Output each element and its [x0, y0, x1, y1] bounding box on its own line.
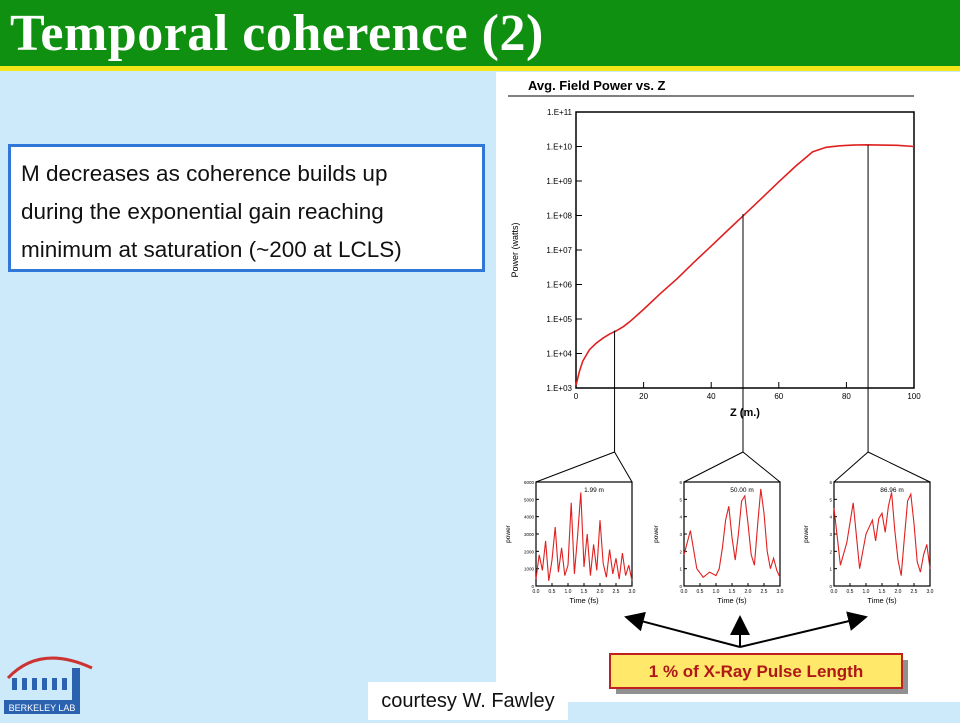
inset-2-x-tick-label: 1.0 — [713, 589, 720, 595]
inset-3-y-axis-label: power — [803, 524, 810, 543]
inset-1-y-tick-label: 3000 — [524, 532, 535, 537]
inset-3-connector-right — [867, 451, 931, 483]
main-y-tick-label: 1.E+09 — [546, 177, 572, 186]
inset-1-power-curve — [535, 492, 633, 581]
inset-1-x-tick-label: 0.0 — [533, 589, 540, 595]
main-y-tick-label: 1.E+07 — [546, 246, 572, 255]
main-y-axis-label: Power (watts) — [510, 222, 520, 277]
callout-line-3: minimum at saturation (~200 at LCLS) — [21, 237, 402, 262]
inset-3-y-tick-label: 4 — [829, 515, 832, 520]
inset-2-y-tick-label: 4 — [679, 515, 682, 520]
inset-1-y-axis-label: power — [505, 524, 512, 543]
inset-2-y-tick-label: 5 — [679, 497, 682, 502]
inset-3-y-tick-label: 1 — [829, 567, 832, 572]
main-x-tick-label: 40 — [707, 392, 716, 401]
inset-1-y-tick-label: 1000 — [524, 567, 535, 572]
main-y-tick-label: 1.E+05 — [546, 315, 572, 324]
inset-3-x-tick-label: 0.0 — [831, 589, 838, 595]
inset-3-y-tick-label: 3 — [829, 532, 832, 537]
inset-3-x-tick-label: 2.0 — [895, 589, 902, 595]
logo-text: BERKELEY LAB — [9, 703, 76, 713]
inset-1-x-tick-label: 2.0 — [597, 589, 604, 595]
inset-2-x-axis-label: Time (fs) — [717, 596, 747, 605]
inset-3-x-tick-label: 1.5 — [879, 589, 886, 595]
accent-line — [0, 66, 960, 71]
main-chart-title: Avg. Field Power vs. Z — [528, 78, 666, 93]
inset-2-y-axis-label: power — [653, 524, 660, 543]
inset-2-x-tick-label: 3.0 — [777, 589, 784, 595]
berkeley-lab-logo: BERKELEY LAB — [0, 648, 100, 718]
inset-2-y-tick-label: 1 — [679, 567, 682, 572]
main-power-curve — [575, 144, 915, 386]
main-y-tick-label: 1.E+03 — [546, 384, 572, 393]
courtesy-label: courtesy W. Fawley — [368, 682, 568, 720]
inset-3-y-tick-label: 6 — [829, 480, 832, 485]
title-bar: Temporal coherence (2) — [0, 0, 960, 66]
figure-panel: Avg. Field Power vs. Z 1.E+03 1.E+04 1.E+05… — [496, 72, 960, 702]
inset-2-x-tick-label: 0.5 — [697, 589, 704, 595]
inset-2-x-tick-label: 1.5 — [729, 589, 736, 595]
inset-3-x-tick-label: 3.0 — [927, 589, 934, 595]
inset-2-y-tick-label: 6 — [679, 480, 682, 485]
inset-2-x-tick-label: 2.0 — [745, 589, 752, 595]
inset-1-y-tick-label: 5000 — [524, 497, 535, 502]
inset-1-y-tick-label: 0 — [531, 584, 534, 589]
inset-2-connector-left — [683, 451, 744, 483]
inset-2-power-curve — [683, 488, 781, 579]
inset-3-y-tick-label: 2 — [829, 549, 832, 554]
pulse-label-text: 1 % of X-Ray Pulse Length — [649, 662, 863, 681]
inset-1-x-tick-label: 0.5 — [549, 589, 556, 595]
inset-1-y-tick-label: 4000 — [524, 515, 535, 520]
pulse-label-box — [609, 653, 903, 689]
main-y-tick-label: 1.E+08 — [546, 212, 572, 221]
inset-1-annotation: 1.99 m — [584, 487, 604, 494]
inset-1-x-axis-label: Time (fs) — [569, 596, 599, 605]
main-x-tick-label: 20 — [639, 392, 648, 401]
inset-1-x-tick-label: 1.5 — [581, 589, 588, 595]
inset-3-annotation: 86.96 m — [880, 487, 904, 494]
main-x-tick-label: 80 — [842, 392, 851, 401]
main-x-tick-label: 100 — [907, 392, 921, 401]
slide-title: Temporal coherence (2) — [10, 5, 544, 62]
inset-1-x-tick-label: 2.5 — [613, 589, 620, 595]
main-plot-frame — [575, 111, 915, 389]
inset-3-power-curve — [833, 492, 931, 576]
inset-1-y-tick-label: 6000 — [524, 480, 535, 485]
main-y-tick-label: 1.E+04 — [546, 350, 572, 359]
callout-line-1: M decreases as coherence builds up — [21, 161, 388, 186]
inset-2-x-tick-label: 0.0 — [681, 589, 688, 595]
inset-2-connector-right — [742, 451, 781, 483]
inset-3-x-tick-label: 1.0 — [863, 589, 870, 595]
inset-1-x-tick-label: 3.0 — [629, 589, 636, 595]
main-x-axis-label: Z (m.) — [730, 407, 760, 419]
inset-2-annotation: 50.00 m — [730, 487, 754, 494]
inset-1-y-tick-label: 2000 — [524, 549, 535, 554]
inset-1-frame — [535, 481, 633, 587]
main-x-tick-label: 0 — [574, 392, 579, 401]
inset-2-x-tick-label: 2.5 — [761, 589, 768, 595]
inset-3-x-axis-label: Time (fs) — [867, 596, 897, 605]
main-y-tick-label: 1.E+06 — [546, 281, 572, 290]
main-y-tick-label: 1.E+11 — [547, 108, 573, 117]
inset-3-x-tick-label: 2.5 — [911, 589, 918, 595]
inset-3-frame — [833, 481, 931, 587]
callout-box: M decreases as coherence builds up durin… — [8, 144, 485, 272]
inset-3-connector-left — [833, 451, 869, 483]
inset-1-connector-left — [535, 451, 615, 483]
figure-svg: Avg. Field Power vs. Z 1.E+03 1.E+04 1.E+05… — [505, 78, 934, 694]
main-y-tick-label: 1.E+10 — [546, 143, 572, 152]
main-x-tick-label: 60 — [774, 392, 783, 401]
inset-3-y-tick-label: 0 — [829, 584, 832, 589]
pulse-arrow-1 — [624, 611, 741, 648]
inset-2-y-tick-label: 3 — [679, 532, 682, 537]
inset-2-y-tick-label: 2 — [679, 549, 682, 554]
inset-1-x-tick-label: 1.0 — [565, 589, 572, 595]
inset-1-connector-right — [614, 451, 633, 483]
inset-3-x-tick-label: 0.5 — [847, 589, 854, 595]
pulse-arrow-3 — [739, 611, 868, 648]
inset-3-y-tick-label: 5 — [829, 497, 832, 502]
inset-2-y-tick-label: 0 — [679, 584, 682, 589]
callout-line-2: during the exponential gain reaching — [21, 199, 384, 224]
